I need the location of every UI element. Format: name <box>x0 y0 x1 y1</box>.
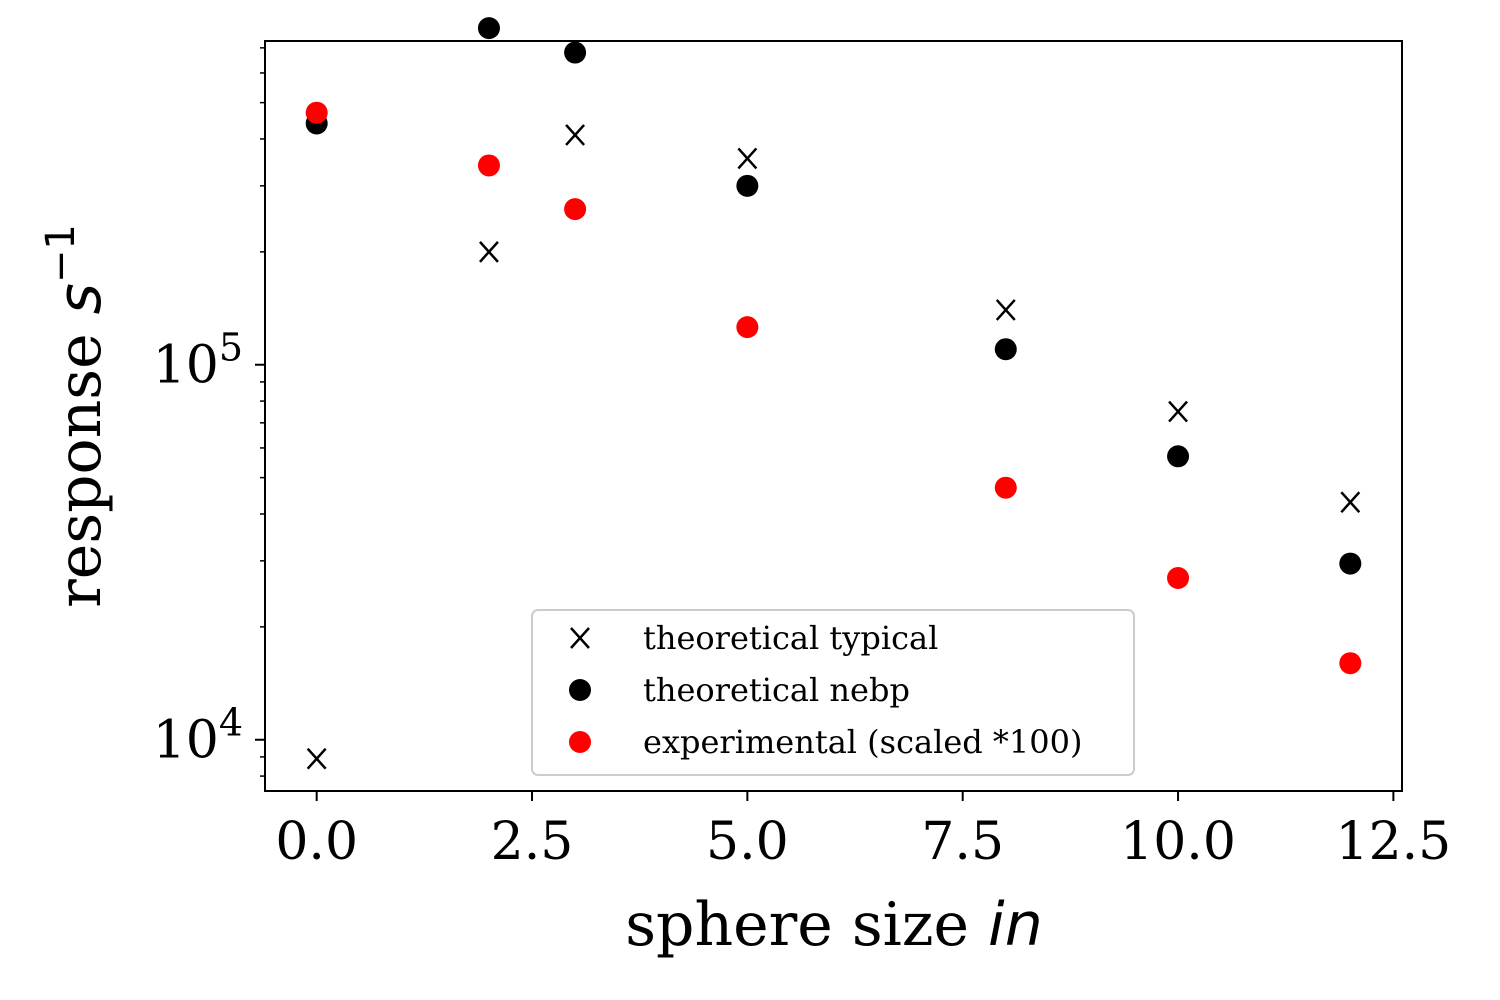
legend-marker-dot <box>569 731 591 753</box>
x-marker <box>306 747 327 770</box>
legend-label: theoretical nebp <box>643 671 910 709</box>
dot-marker <box>477 154 500 177</box>
dot-marker <box>736 316 759 339</box>
dot-marker <box>305 101 328 124</box>
x-marker <box>1340 491 1361 514</box>
legend-item-theoretical-typical: theoretical typical <box>570 619 938 657</box>
dot-marker <box>1339 552 1362 575</box>
dot-marker <box>1339 652 1362 675</box>
legend-item-experimental: experimental (scaled *100) <box>569 723 1082 761</box>
x-marker <box>995 299 1016 321</box>
dot-marker <box>477 17 500 40</box>
x-tick-label: 7.5 <box>921 812 1004 872</box>
legend-label: experimental (scaled *100) <box>643 723 1082 761</box>
x-tick-label: 12.5 <box>1335 812 1451 872</box>
dot-marker <box>994 476 1017 499</box>
legend-box <box>531 609 1135 776</box>
x-axis-label: sphere size in <box>625 890 1043 960</box>
legend-marker-dot <box>569 679 591 701</box>
x-tick-label: 5.0 <box>706 812 789 872</box>
legend-label: theoretical typical <box>643 619 938 657</box>
dot-marker <box>564 198 587 221</box>
x-tick-label: 2.5 <box>491 812 574 872</box>
y-axis: 104 105 <box>153 47 265 777</box>
x-axis: 0.0 2.5 5.0 7.5 10.0 12.5 <box>275 791 1451 872</box>
dot-marker <box>1167 445 1190 468</box>
dot-marker <box>1167 566 1190 589</box>
dot-marker <box>564 41 587 64</box>
x-tick-label: 10.0 <box>1120 812 1236 872</box>
y-tick-label: 104 <box>153 701 243 771</box>
plot-frame <box>264 40 1403 792</box>
series-theoretical-typical <box>306 124 1361 770</box>
dot-marker <box>736 174 759 197</box>
x-marker <box>737 147 758 170</box>
x-marker <box>479 241 499 263</box>
series-theoretical-nebp <box>305 17 1362 575</box>
legend: theoretical typical theoretical nebp exp… <box>531 609 1135 776</box>
x-marker <box>1168 400 1188 423</box>
dot-marker <box>994 338 1017 361</box>
x-tick-label: 0.0 <box>275 812 358 872</box>
legend-marker-x <box>570 627 590 649</box>
legend-item-theoretical-nebp: theoretical nebp <box>569 671 910 709</box>
x-marker <box>565 124 586 146</box>
y-tick-label: 105 <box>153 326 243 396</box>
plot-points <box>305 17 1362 770</box>
series-experimental-scaled-100- <box>305 101 1362 675</box>
y-axis-label: response s−1 <box>38 224 115 608</box>
